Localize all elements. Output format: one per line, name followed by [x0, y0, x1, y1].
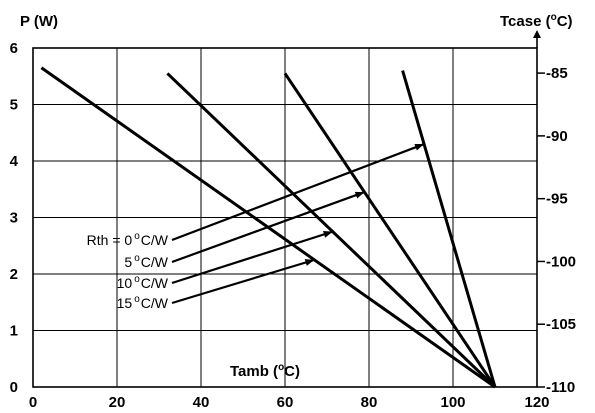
x-axis-title-degree: o: [278, 362, 284, 373]
y-tick-label: 0: [10, 379, 18, 396]
annotation-arrowhead: [354, 191, 365, 199]
legend-value: 5: [124, 254, 132, 270]
x-axis-title-unit: C): [284, 363, 300, 380]
series-line: [401, 70, 497, 388]
legend-degree: o: [134, 294, 140, 305]
y-tick-label: 6: [10, 40, 18, 57]
legend-label: 10 oC/W: [117, 274, 169, 291]
x-tick-label: 120: [524, 394, 549, 411]
y2-tick-label: -110: [546, 379, 575, 396]
legend-prefix: Rth =: [87, 232, 125, 248]
x-tick-label: 60: [277, 394, 294, 411]
legend-arrows: [171, 143, 425, 305]
y-tick-label: 3: [10, 210, 18, 227]
legend-value: 0: [124, 232, 132, 248]
y-tick-label: 2: [10, 266, 18, 283]
plot-frame: [32, 30, 541, 388]
legend-degree: o: [134, 253, 140, 264]
plot-border: [32, 47, 538, 388]
y-tick-label: 4: [10, 153, 19, 170]
legend-label: 15 oC/W: [117, 294, 169, 311]
x-tick-label: 20: [109, 394, 126, 411]
y2-tick-label: -85: [546, 65, 568, 82]
legend-unit: C/W: [141, 275, 169, 291]
secondary-axis-title-degree: o: [551, 12, 557, 23]
legend: Rth = 0 oC/W5 oC/W10 oC/W15 oC/W: [87, 231, 169, 311]
y2-tick-label: -100: [546, 253, 576, 270]
y-tick-label: 1: [10, 323, 18, 340]
secondary-axis-arrowhead: [533, 30, 541, 38]
x-axis-title: Tamb (oC): [230, 362, 300, 380]
legend-value: 15: [117, 295, 133, 311]
legend-label: Rth = 0 oC/W: [87, 231, 169, 248]
x-tick-label: 40: [193, 394, 210, 411]
y2-tick-label: -105: [546, 316, 576, 333]
annotation-arrow-line: [171, 143, 425, 242]
tick-labels: 0 20 40 60 80 100 1200123456-85-90-95-100-105-…: [10, 40, 576, 411]
annotation-arrowhead: [304, 259, 315, 266]
x-tick-label: 80: [361, 394, 378, 411]
legend-unit: C/W: [141, 254, 169, 270]
annotation-arrowhead: [323, 231, 333, 238]
annotation-arrow-line: [171, 230, 334, 285]
legend-unit: C/W: [141, 232, 169, 248]
legend-value: 10: [117, 275, 133, 291]
secondary-axis-title-unit: C): [557, 13, 573, 30]
y-tick-label: 5: [10, 97, 18, 114]
secondary-axis-title: Tcase (oC): [500, 12, 573, 30]
legend-degree: o: [134, 274, 140, 285]
y2-tick-label: -90: [546, 128, 568, 145]
legend-degree: o: [134, 231, 140, 242]
series-line: [166, 72, 497, 389]
x-tick-label: 0: [29, 394, 37, 411]
series-line: [283, 72, 497, 388]
y-axis-title: P (W): [20, 13, 58, 30]
legend-unit: C/W: [141, 295, 169, 311]
annotation-arrowhead: [414, 143, 425, 151]
annotation-arrow-line: [171, 191, 365, 264]
legend-label: 5 oC/W: [124, 253, 168, 270]
x-tick-label: 100: [440, 394, 465, 411]
annotation-arrow-line: [171, 258, 315, 305]
y2-tick-label: -95: [546, 191, 568, 208]
